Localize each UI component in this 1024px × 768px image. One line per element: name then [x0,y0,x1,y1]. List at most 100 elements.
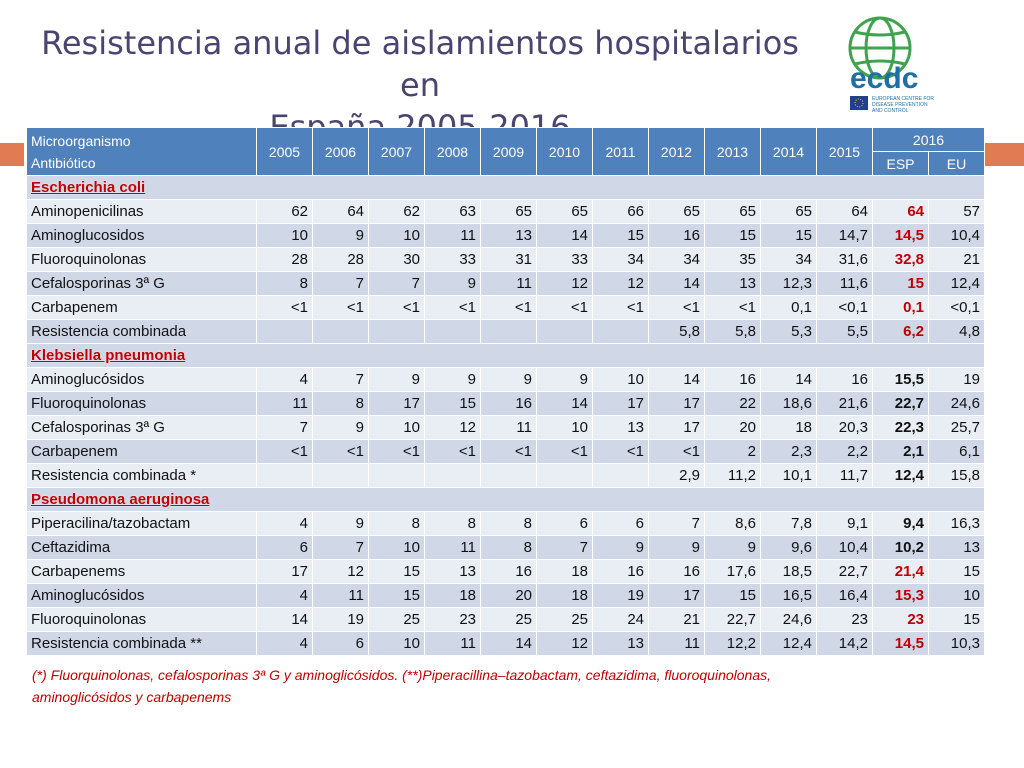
year-value: <1 [592,439,649,464]
slide-title-line1: Resistencia anual de aislamientos hospit… [41,24,799,104]
year-value: 7 [312,367,369,392]
year-value: 23 [816,607,873,632]
row-label: Fluoroquinolonas [26,247,257,272]
year-value: 28 [312,247,369,272]
row-label: Fluoroquinolonas [26,391,257,416]
year-value: 17 [648,391,705,416]
year-value: 10 [368,415,425,440]
year-value: 30 [368,247,425,272]
header-year: 2006 [312,127,369,176]
year-value: 15 [592,223,649,248]
esp-2016-value: 15,5 [872,367,929,392]
year-value: 9 [592,535,649,560]
eu-2016-value: 15 [928,607,985,632]
year-value: <1 [256,295,313,320]
esp-2016-value: 14,5 [872,631,929,656]
year-value: 2,2 [816,439,873,464]
year-value: 25 [368,607,425,632]
year-value: 64 [312,199,369,224]
row-label: Aminoglucósidos [26,583,257,608]
footnote: (*) Fluorquinolonas, cefalosporinas 3ª G… [32,664,892,708]
year-value: 13 [704,271,761,296]
year-value: 11 [480,415,537,440]
year-value: 7,8 [760,511,817,536]
year-value: <1 [592,295,649,320]
row-label: Cefalosporinas 3ª G [26,271,257,296]
header-year: 2007 [368,127,425,176]
header-esp: ESP [872,151,929,176]
eu-2016-value: 24,6 [928,391,985,416]
row-label: Aminoglucósidos [26,367,257,392]
eu-2016-value: <0,1 [928,295,985,320]
year-value: 10,4 [816,535,873,560]
row-label: Piperacilina/tazobactam [26,511,257,536]
group-row: Klebsiella pneumonia [26,343,985,368]
logo-subtitle-line3: AND CONTROL [872,108,909,114]
eu-2016-value: 6,1 [928,439,985,464]
year-value: 35 [704,247,761,272]
header-year: 2009 [480,127,537,176]
year-value [480,319,537,344]
year-value: 5,5 [816,319,873,344]
year-value: 65 [704,199,761,224]
table-row: Resistencia combinada 5,8 5,8 5,3 5,5 6,2 4,8 [26,319,985,344]
year-value: 15 [704,583,761,608]
year-value: 64 [816,199,873,224]
year-value: 13 [480,223,537,248]
year-value: 14 [536,391,593,416]
year-value: 9 [312,415,369,440]
year-value [312,319,369,344]
year-value: 4 [256,583,313,608]
year-value: 12 [592,271,649,296]
ecdc-globe-logo-icon: ecdc EUROPEAN CENTRE FOR DISEASE PREVENT… [848,16,934,114]
year-value: 23 [424,607,481,632]
year-value: 14 [760,367,817,392]
esp-2016-value: 22,7 [872,391,929,416]
year-value: 6 [592,511,649,536]
resistance-table: Microorganismo Antibiótico 2005 2006 200… [26,127,985,656]
year-value: <1 [312,439,369,464]
year-value: 7 [536,535,593,560]
year-value: 33 [424,247,481,272]
year-value: <1 [536,295,593,320]
year-value: 25 [536,607,593,632]
header-year: 2008 [424,127,481,176]
year-value: 12 [424,415,481,440]
year-value: 5,8 [704,319,761,344]
year-value: 11 [256,391,313,416]
year-value [592,463,649,488]
logo-subtitle-line2: DISEASE PREVENTION [872,102,928,108]
year-value: 34 [760,247,817,272]
row-label: Cefalosporinas 3ª G [26,415,257,440]
year-value: 16 [480,559,537,584]
year-value [536,319,593,344]
year-value: 5,8 [648,319,705,344]
header-microorganismo: Microorganismo [31,132,131,149]
year-value: 4 [256,511,313,536]
table-row: Carbapenem <1 <1 <1 <1 <1 <1 <1 <1 2 2,3 2,2 2,1 6,1 [26,439,985,464]
year-value: 34 [648,247,705,272]
year-value: 21,6 [816,391,873,416]
year-value: 18 [424,583,481,608]
row-label: Fluoroquinolonas [26,607,257,632]
table-row: Aminopenicilinas 62 64 62 63 65 65 66 65 65 65 64 64… [26,199,985,224]
year-value: 16 [592,559,649,584]
year-value: 33 [536,247,593,272]
esp-2016-value: 32,8 [872,247,929,272]
year-value: 14,7 [816,223,873,248]
year-value: 8 [312,391,369,416]
year-value: 13 [592,415,649,440]
year-value: 11 [312,583,369,608]
year-value: 10 [368,535,425,560]
eu-2016-value: 10,3 [928,631,985,656]
eu-2016-value: 10 [928,583,985,608]
header-year: 2012 [648,127,705,176]
year-value: 10 [592,367,649,392]
year-value: 20 [480,583,537,608]
year-value: 63 [424,199,481,224]
year-value: 25 [480,607,537,632]
year-value [424,463,481,488]
year-value: 16 [480,391,537,416]
year-value: 7 [312,271,369,296]
year-value [536,463,593,488]
